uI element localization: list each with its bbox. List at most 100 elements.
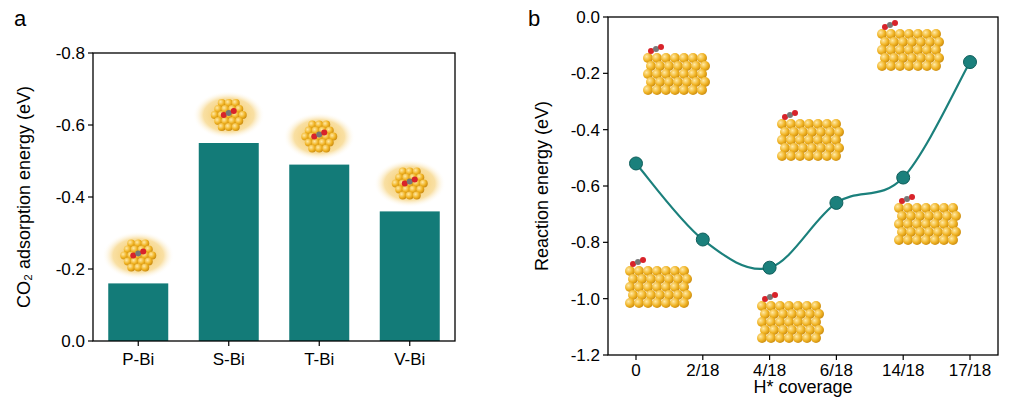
inset-atom — [792, 110, 798, 116]
y-tick — [88, 340, 93, 341]
inset-atom — [894, 235, 904, 245]
y-tick — [603, 16, 608, 17]
y-tick-label: -0.6 — [571, 177, 600, 196]
y-tick — [603, 298, 608, 299]
bar — [289, 165, 349, 341]
y-tick — [603, 354, 608, 355]
inset-atom — [225, 123, 233, 131]
y-tick — [88, 196, 93, 197]
inset-atom — [231, 108, 237, 114]
y-tick-label: -0.2 — [571, 64, 600, 83]
inset-atom — [141, 263, 149, 271]
inset-atom — [904, 61, 914, 71]
x-tick-label: 14/18 — [882, 361, 925, 380]
inset-icon — [625, 257, 692, 308]
inset-atom — [321, 130, 327, 136]
inset-icon — [102, 231, 174, 279]
inset-atom — [913, 61, 923, 71]
inset-atom — [921, 235, 931, 245]
inset-atom — [315, 145, 323, 153]
inset-atom — [775, 333, 785, 343]
x-tick — [702, 355, 703, 360]
inset-atom — [909, 194, 915, 200]
inset-atom — [652, 298, 662, 308]
inset-atom — [802, 333, 812, 343]
inset-atom — [670, 298, 680, 308]
bar — [380, 211, 440, 341]
inset-atom — [895, 61, 905, 71]
x-tick — [903, 355, 904, 360]
inset-atom — [399, 191, 407, 199]
x-tick — [969, 355, 970, 360]
inset-atom — [134, 263, 142, 271]
inset-atom — [218, 123, 226, 131]
inset-icon — [374, 159, 446, 207]
x-tick — [769, 355, 770, 360]
x-axis-label: H* coverage — [753, 377, 852, 397]
x-tick-label: S-Bi — [213, 350, 245, 369]
inset-atom — [931, 61, 941, 71]
inset-icon — [777, 110, 844, 161]
inset-atom — [412, 176, 418, 182]
inset-atom — [831, 151, 841, 161]
inset-atom — [643, 85, 653, 95]
marker — [630, 157, 643, 170]
y-tick-label: -0.4 — [56, 188, 85, 207]
y-tick-label: -0.8 — [571, 233, 600, 252]
x-tick — [138, 341, 139, 346]
x-tick-label: 0 — [631, 361, 640, 380]
plot-frame — [93, 53, 455, 341]
x-tick-label: P-Bi — [122, 350, 154, 369]
x-tick-label: 2/18 — [686, 361, 719, 380]
inset-atom — [640, 257, 646, 263]
inset-atom — [661, 298, 671, 308]
inset-icon — [643, 44, 710, 95]
x-tick-label: T-Bi — [304, 350, 334, 369]
marker — [830, 196, 843, 209]
inset-atom — [140, 248, 146, 254]
line — [636, 62, 970, 269]
inset-atom — [892, 20, 898, 26]
y-axis-label: Reaction energy (eV) — [532, 101, 552, 271]
inset-icon — [283, 113, 355, 161]
inset-atom — [697, 85, 707, 95]
inset-icon — [877, 20, 944, 71]
x-tick — [836, 355, 837, 360]
inset-icon — [894, 194, 961, 245]
inset-atom — [877, 61, 887, 71]
bar — [199, 143, 259, 341]
inset-atom — [793, 333, 803, 343]
inset-glow — [102, 231, 174, 279]
inset-atom — [757, 333, 767, 343]
y-tick — [88, 124, 93, 125]
inset-atom — [822, 151, 832, 161]
inset-atom — [939, 235, 949, 245]
y-tick — [88, 268, 93, 269]
y-tick — [88, 52, 93, 53]
y-tick — [603, 129, 608, 130]
x-tick — [228, 341, 229, 346]
y-axis-label: CO₂ adsorption energy (eV) — [14, 86, 34, 308]
inset-atom — [772, 292, 778, 298]
marker — [696, 233, 709, 246]
y-tick-label: -0.6 — [56, 116, 85, 135]
y-tick-label: 0.0 — [61, 332, 85, 351]
panel-label: a — [14, 6, 27, 31]
inset-atom — [679, 85, 689, 95]
panel-label: b — [528, 6, 540, 31]
inset-atom — [922, 61, 932, 71]
inset-atom — [413, 191, 421, 199]
bar — [108, 283, 168, 341]
inset-icon — [193, 91, 265, 139]
inset-atom — [786, 151, 796, 161]
inset-atom — [406, 191, 414, 199]
inset-atom — [784, 333, 794, 343]
y-tick-label: -1.2 — [571, 346, 600, 365]
inset-atom — [634, 298, 644, 308]
marker — [763, 261, 776, 274]
y-tick — [603, 185, 608, 186]
inset-atom — [658, 44, 664, 50]
inset-atom — [127, 263, 135, 271]
inset-atom — [308, 145, 316, 153]
figure: aP-BiS-BiT-BiV-Bi0.0-0.2-0.4-0.6-0.8CO₂ … — [0, 0, 1009, 397]
